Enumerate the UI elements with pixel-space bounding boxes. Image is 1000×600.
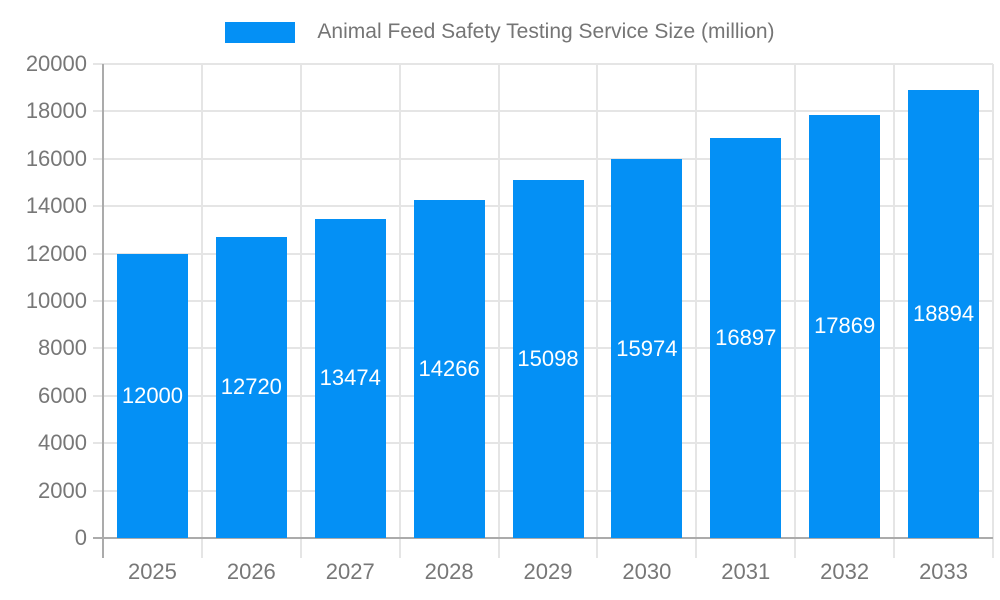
legend-label: Animal Feed Safety Testing Service Size … — [317, 20, 775, 43]
y-axis-tick-label: 16000 — [25, 145, 87, 171]
x-gridline — [497, 64, 500, 558]
y-axis-tick-label: 2000 — [38, 477, 87, 503]
bar — [512, 180, 584, 538]
x-gridline — [596, 64, 599, 558]
x-axis-tick-label: 2033 — [919, 559, 969, 584]
x-axis-line — [93, 537, 993, 539]
y-gridline — [93, 63, 993, 65]
x-axis-tick-label: 2026 — [226, 559, 276, 584]
x-axis-tick-label: 2029 — [523, 559, 573, 584]
x-gridline — [794, 64, 797, 558]
y-axis-tick-label: 20000 — [25, 51, 87, 76]
y-axis-line — [102, 64, 104, 558]
legend: Animal Feed Safety Testing Service Size … — [0, 20, 1000, 44]
bar-value-label: 15974 — [616, 335, 678, 361]
y-gridline — [93, 110, 993, 113]
bar — [116, 253, 188, 538]
y-axis-tick-label: 14000 — [25, 193, 87, 219]
y-gridline — [93, 157, 993, 160]
bar — [908, 90, 980, 538]
bar — [215, 236, 287, 538]
bar-value-label: 16897 — [715, 324, 777, 350]
bar-value-label: 12000 — [121, 382, 184, 408]
y-axis-tick-label: 12000 — [25, 240, 87, 266]
y-axis-tick-label: 0 — [74, 525, 87, 550]
bar — [710, 137, 782, 538]
x-axis-tick-label: 2032 — [820, 559, 870, 584]
x-axis-tick-label: 2027 — [325, 559, 375, 584]
bar-value-label: 12720 — [220, 374, 282, 400]
y-axis-tick-label: 6000 — [38, 382, 87, 408]
y-axis-tick-label: 4000 — [38, 430, 87, 456]
bar — [413, 199, 485, 538]
y-axis-tick-label: 8000 — [38, 335, 87, 361]
x-gridline — [893, 64, 896, 558]
bar-value-label: 13474 — [319, 365, 381, 391]
y-axis-tick-label: 10000 — [25, 288, 87, 313]
bar-value-label: 14266 — [418, 355, 480, 381]
x-gridline — [299, 64, 302, 558]
bar — [314, 218, 386, 538]
x-gridline — [695, 64, 698, 558]
x-axis-tick-label: 2025 — [127, 559, 177, 584]
y-axis-tick-label: 18000 — [25, 98, 87, 124]
legend-swatch — [225, 21, 296, 43]
bar-value-label: 17869 — [814, 313, 876, 339]
x-gridline — [992, 64, 994, 558]
bar — [809, 114, 881, 538]
bar-value-label: 15098 — [517, 346, 579, 372]
bar — [611, 159, 683, 538]
x-axis-tick-label: 2030 — [622, 559, 672, 584]
x-gridline — [398, 64, 401, 558]
x-axis-tick-label: 2031 — [721, 559, 771, 584]
x-axis-tick-label: 2028 — [424, 559, 474, 584]
bar-value-label: 18894 — [912, 301, 975, 327]
x-gridline — [200, 64, 203, 558]
